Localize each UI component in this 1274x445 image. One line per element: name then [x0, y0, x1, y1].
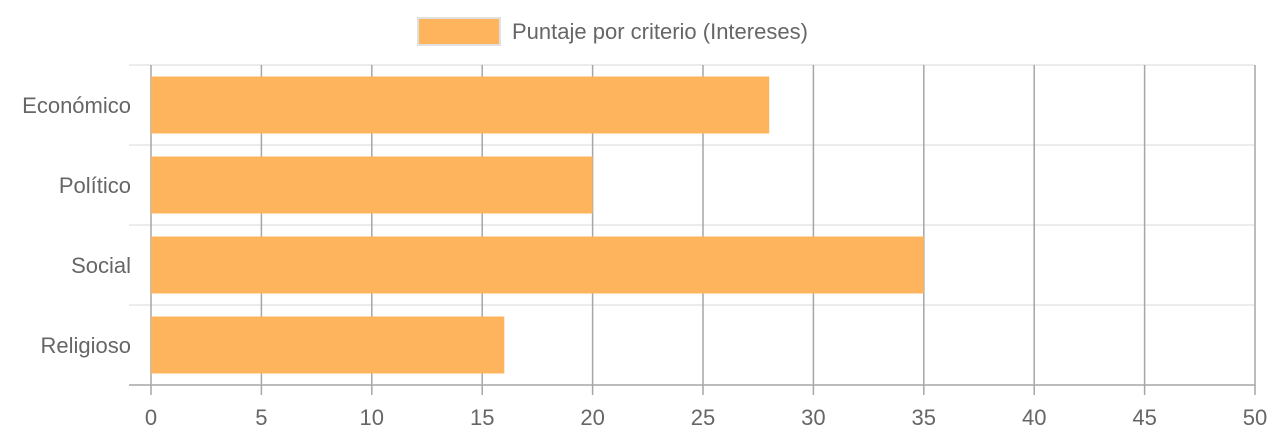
y-axis-labels: Económico Político Social Religioso: [22, 93, 131, 358]
x-tick-label: 45: [1132, 405, 1156, 430]
x-tick-label: 0: [145, 405, 157, 430]
x-tick-label: 15: [470, 405, 494, 430]
x-tick-label: 5: [255, 405, 267, 430]
x-tick-label: 30: [801, 405, 825, 430]
x-tick-label: 10: [360, 405, 384, 430]
bar[interactable]: [151, 156, 593, 214]
bars: [151, 76, 924, 374]
y-tick-label: Social: [71, 253, 131, 278]
y-tick-label: Político: [59, 173, 131, 198]
legend[interactable]: Puntaje por criterio (Intereses): [417, 17, 808, 46]
x-tick-label: 25: [691, 405, 715, 430]
x-axis-labels: 0 5 10 15 20 25 30 35 40 45 50: [145, 405, 1267, 430]
x-tick-label: 35: [912, 405, 936, 430]
bar[interactable]: [151, 236, 924, 294]
legend-swatch[interactable]: [417, 17, 501, 46]
y-tick-label: Económico: [22, 93, 131, 118]
bar[interactable]: [151, 76, 770, 134]
x-tick-label: 20: [580, 405, 604, 430]
x-tick-label: 50: [1243, 405, 1267, 430]
y-tick-label: Religioso: [41, 333, 132, 358]
legend-label[interactable]: Puntaje por criterio (Intereses): [512, 19, 808, 44]
x-tick-label: 40: [1022, 405, 1046, 430]
bar[interactable]: [151, 316, 505, 374]
